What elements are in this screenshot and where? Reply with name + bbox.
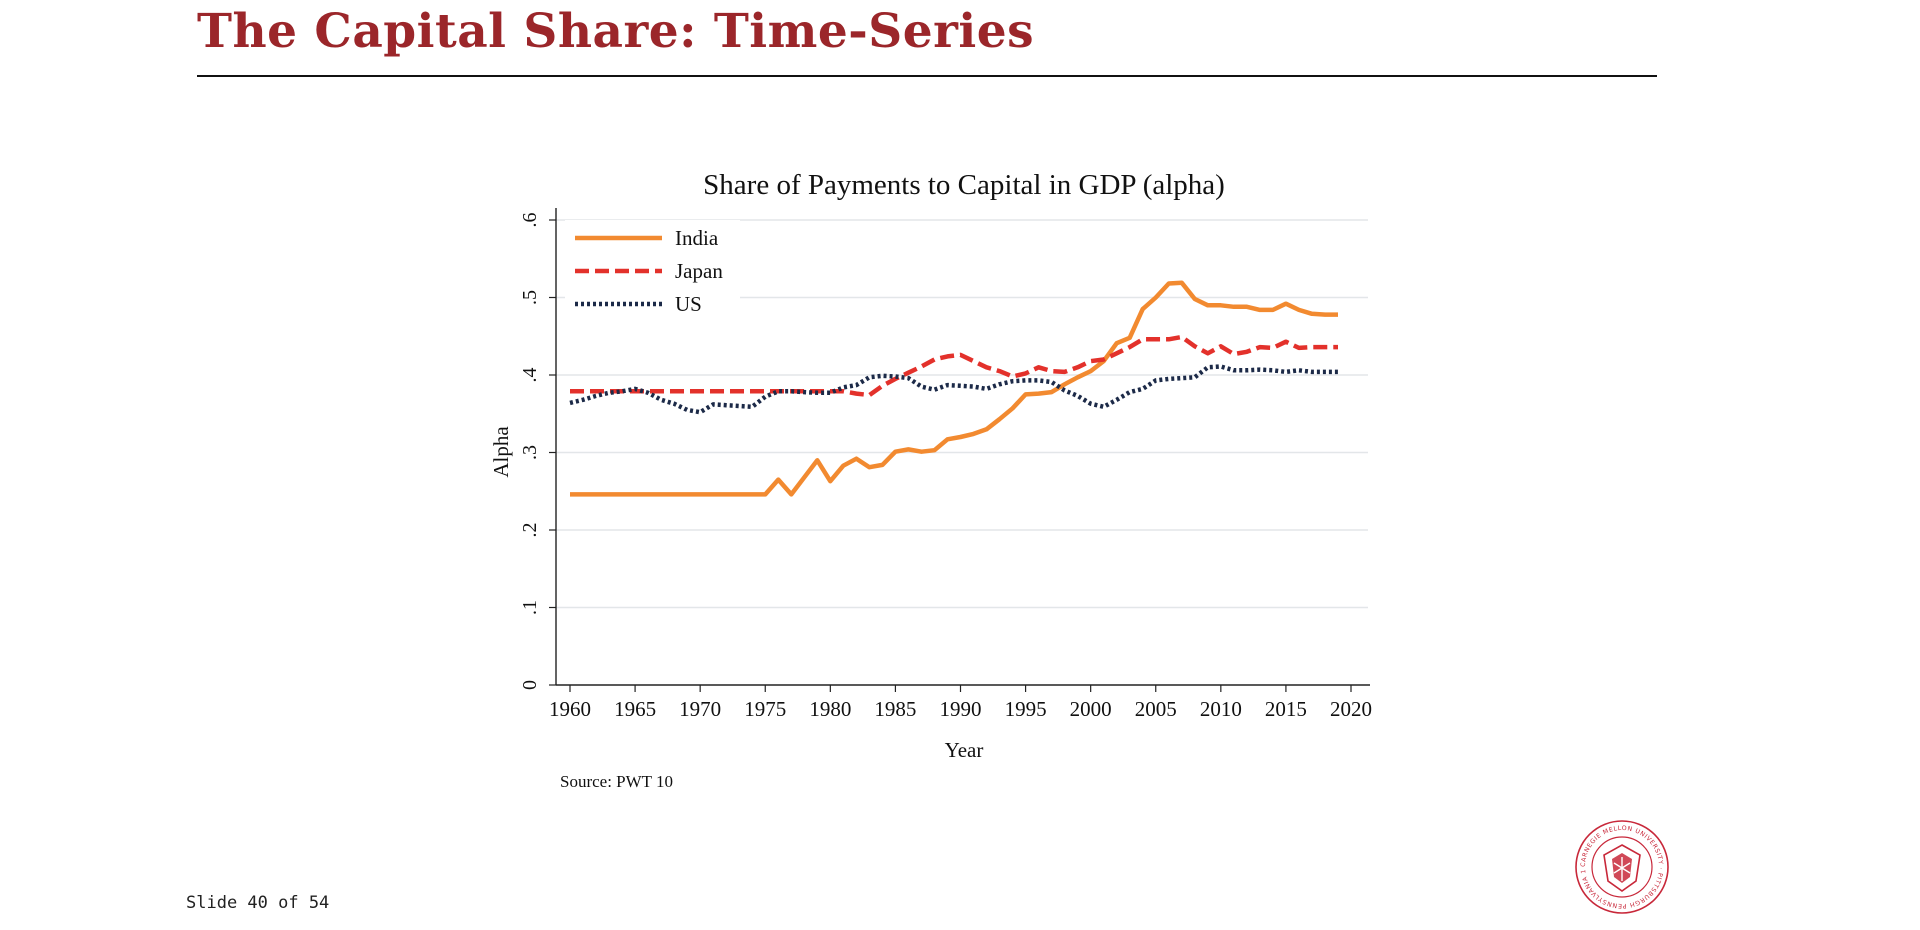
x-tick-label: 2020	[1330, 697, 1372, 721]
y-tick-label: .4	[519, 368, 541, 383]
y-tick-label: .5	[519, 290, 541, 305]
slide-title: The Capital Share: Time-Series	[197, 4, 1035, 59]
y-axis-label: Alpha	[489, 426, 513, 478]
series-line-japan	[570, 334, 1338, 398]
y-tick-label: .6	[519, 213, 541, 228]
x-tick-label: 1960	[549, 697, 591, 721]
chart-source-note: Source: PWT 10	[560, 772, 673, 791]
legend-label-us: US	[675, 292, 702, 316]
legend-label-india: India	[675, 226, 719, 250]
x-tick-label: 1980	[809, 697, 851, 721]
y-tick-label: 0	[519, 680, 541, 690]
title-divider	[197, 75, 1657, 77]
chart-title: Share of Payments to Capital in GDP (alp…	[703, 169, 1225, 201]
x-tick-label: 2015	[1265, 697, 1307, 721]
x-tick-label: 1995	[1005, 697, 1047, 721]
chart-legend: India Japan US	[565, 220, 740, 322]
chart-axes: 0 .1 .2 .3 .4 .5 .6 1960 1965 1970 1975 1980 1985 199…	[519, 208, 1372, 721]
x-tick-label: 2005	[1135, 697, 1177, 721]
x-tick-label: 1965	[614, 697, 656, 721]
x-tick-label: 1975	[744, 697, 786, 721]
legend-label-japan: Japan	[675, 259, 723, 283]
y-tick-label: .2	[519, 523, 541, 538]
university-seal-icon: CARNEGIE MELLON UNIVERSITY · PITTSBURGH …	[1574, 819, 1669, 914]
x-tick-label: 2010	[1200, 697, 1242, 721]
x-tick-label: 1970	[679, 697, 721, 721]
x-tick-label: 1985	[874, 697, 916, 721]
series-line-india	[570, 280, 1338, 497]
y-tick-label: .3	[519, 445, 541, 460]
slide-counter: Slide 40 of 54	[186, 893, 330, 913]
x-tick-label: 2000	[1070, 697, 1112, 721]
chart-series	[569, 280, 1338, 497]
x-tick-label: 1990	[940, 697, 982, 721]
series-line-us	[569, 364, 1338, 415]
x-axis-label: Year	[945, 738, 984, 762]
y-tick-label: .1	[519, 600, 541, 615]
